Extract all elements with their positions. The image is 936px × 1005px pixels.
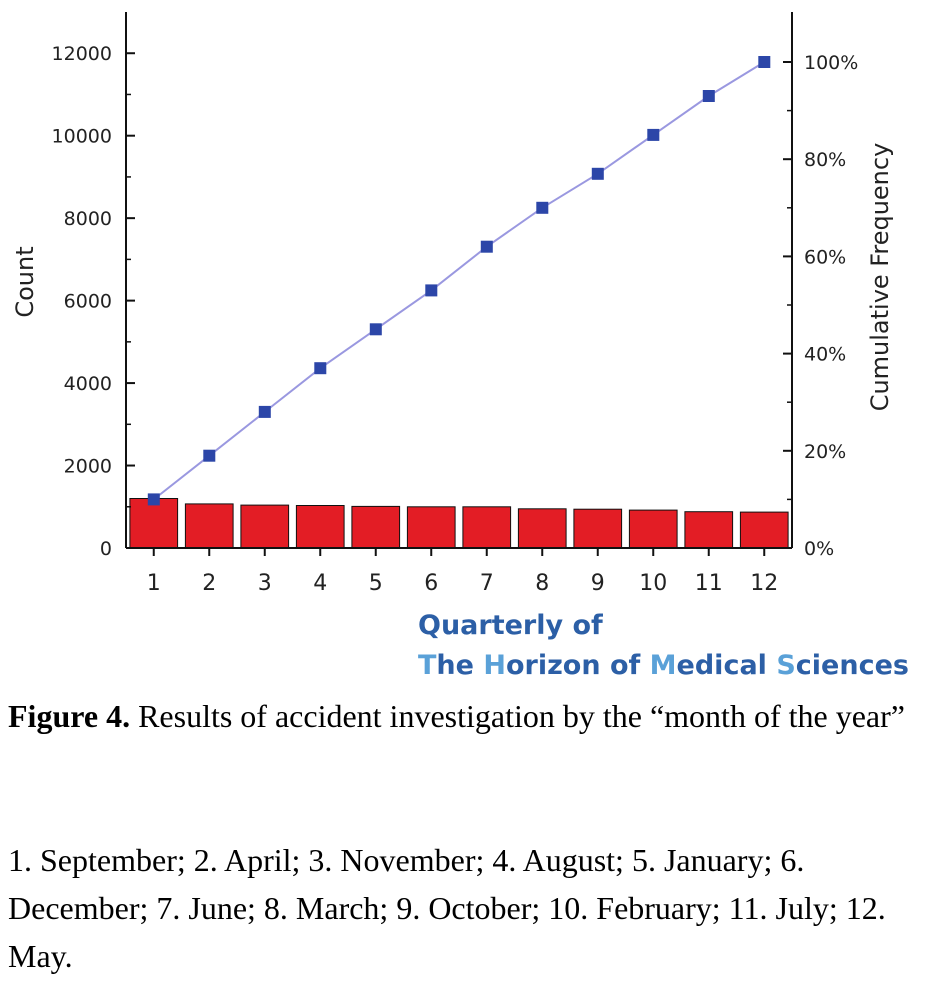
cumulative-point-1 [147,493,160,506]
bar-9 [573,508,623,549]
x-tick-label: 4 [313,571,327,596]
figure-label: Figure 4. [8,698,131,734]
y-tick-label: 8000 [64,208,112,230]
cumulative-point-12 [758,56,771,68]
cumulative-line-series [147,56,771,506]
cumulative-point-8 [536,201,549,214]
cumulative-line [153,61,765,501]
journal-watermark-line2: The Horizon of Medical Sciences [418,650,909,681]
y-tick-label: 0 [100,538,112,560]
bar-6 [406,506,456,549]
bar-series [129,498,789,549]
cumulative-point-7 [480,240,493,253]
y-tick-label: 6000 [64,291,112,313]
cumulative-point-5 [369,323,382,336]
x-tick-label: 3 [258,571,272,596]
cumulative-point-3 [258,405,271,418]
x-tick-label: 8 [535,571,549,596]
y2-axis-label: Cumulative Frequency [866,143,894,412]
y2-tick-label: 20% [804,441,846,463]
y2-tick-label: 60% [804,246,846,268]
x-tick-label: 2 [202,571,216,596]
bar-11 [684,511,734,549]
y-axis-label: Count [11,246,39,317]
figure-caption-text: Results of accident investigation by the… [130,698,905,734]
x-tick-label: 7 [480,571,494,596]
month-legend: 1. September; 2. April; 3. November; 4. … [8,842,886,974]
bar-10 [628,509,678,549]
cumulative-point-10 [647,128,660,141]
y-tick-label: 12000 [52,43,112,65]
figure-caption: Figure 4. Results of accident investigat… [8,692,928,740]
y-tick-label: 2000 [64,456,112,478]
x-tick-label: 9 [591,571,605,596]
x-tick-label: 1 [147,571,161,596]
bar-4 [295,505,345,549]
axes: 0 2000 4000 6000 8000 10000 12000 0% 20% 40% 60% 80… [52,12,858,596]
y-tick-label: 4000 [64,373,112,395]
y2-tick-label: 100% [804,52,858,74]
x-tick-label: 10 [639,571,667,596]
cumulative-point-2 [203,449,216,462]
x-tick-label: 11 [695,571,723,596]
cumulative-point-6 [425,284,438,297]
bar-5 [351,505,401,549]
x-tick-label: 6 [424,571,438,596]
bar-1 [129,498,179,549]
bar-2 [184,503,234,549]
axis-labels: Count Cumulative Frequency [11,143,894,412]
bar-3 [240,504,290,549]
cumulative-point-11 [702,90,715,102]
x-tick-label: 12 [750,571,778,596]
y2-tick-label: 80% [804,149,846,171]
journal-watermark-line1: Quarterly of [418,610,603,641]
cumulative-point-4 [314,362,327,375]
y2-tick-label: 40% [804,344,846,366]
pareto-chart: 0 2000 4000 6000 8000 10000 12000 0% 20% 40% 60% 80… [11,12,894,596]
cumulative-point-9 [591,167,604,180]
y-tick-label: 10000 [52,126,112,148]
y2-tick-label: 0% [804,538,834,560]
x-tick-label: 5 [369,571,383,596]
bar-12 [739,511,789,549]
bar-8 [517,508,567,549]
bar-7 [462,506,512,549]
